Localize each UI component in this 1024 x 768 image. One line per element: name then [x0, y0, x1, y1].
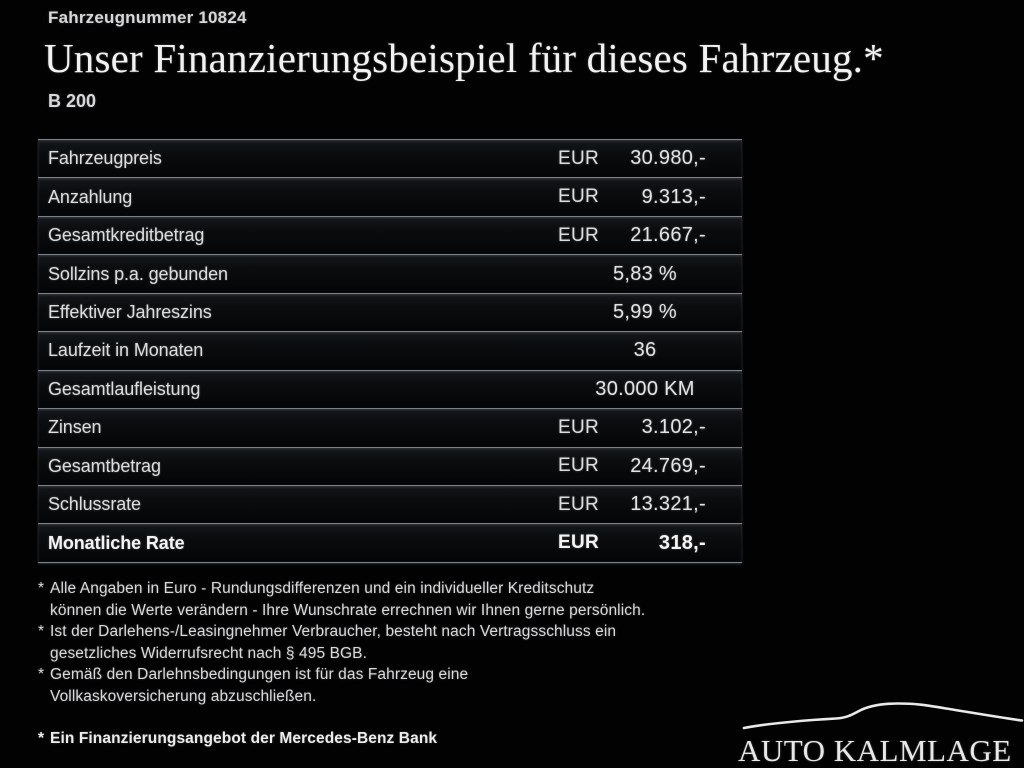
row-value: 30.000 KM — [595, 377, 695, 400]
row-value-area: EUR 13.321,- — [558, 493, 742, 516]
row-value-area: 5,99 % — [558, 301, 742, 324]
row-value-area: EUR 3.102,- — [558, 416, 742, 439]
page-title: Unser Finanzierungsbeispiel für dieses F… — [44, 35, 884, 81]
offer-note-text: Ein Finanzierungsangebot der Mercedes-Be… — [50, 730, 438, 747]
row-value: 21.667,- — [630, 224, 706, 247]
row-label: Anzahlung — [48, 186, 133, 207]
footnote-item: * Alle Angaben in Euro - Rundungsdiffere… — [38, 578, 762, 621]
row-value-area: EUR 21.667,- — [558, 224, 742, 247]
table-row-sollzins: Sollzins p.a. gebunden 5,83 % — [38, 254, 742, 293]
currency-label: EUR — [558, 147, 600, 169]
car-silhouette-icon — [742, 702, 1024, 730]
row-value-area: EUR 318,- — [558, 532, 742, 555]
row-value: 13.321,- — [630, 493, 706, 516]
row-label: Gesamtlaufleistung — [48, 378, 201, 399]
financing-offer-note: * Ein Finanzierungsangebot der Mercedes-… — [38, 728, 658, 750]
table-row-monatliche-rate: Monatliche Rate EUR 318,- — [38, 523, 742, 562]
row-label: Effektiver Jahreszins — [48, 301, 212, 322]
footnote-marker: * — [38, 580, 45, 597]
dealer-name: AUTO KALMLAGE — [738, 733, 1012, 768]
currency-label: EUR — [558, 224, 600, 246]
row-value: 5,83 % — [612, 262, 678, 285]
row-value-area: 36 — [558, 339, 742, 362]
footnote-item: * Gemäß den Darlehnsbedingungen ist für … — [38, 664, 762, 707]
row-label: Zinsen — [48, 417, 102, 438]
row-label: Schlussrate — [48, 494, 141, 515]
table-row-gesamtbetrag: Gesamtbetrag EUR 24.769,- — [38, 446, 742, 485]
row-label: Monatliche Rate — [48, 532, 185, 553]
footnote-item: * Ist der Darlehens-/Leasingnehmer Verbr… — [38, 621, 762, 664]
row-value-area: EUR 24.769,- — [558, 455, 742, 478]
table-row-zinsen: Zinsen EUR 3.102,- — [38, 408, 742, 447]
header: Fahrzeugnummer 10824 Unser Finanzierungs… — [44, 8, 1004, 112]
table-row-gesamtlaufleistung: Gesamtlaufleistung 30.000 KM — [38, 369, 742, 409]
table-row-effektiver-jahreszins: Effektiver Jahreszins 5,99 % — [38, 292, 742, 332]
footnote-marker: * — [38, 730, 45, 747]
currency-label: EUR — [558, 532, 600, 554]
footnote-text: Alle Angaben in Euro - Rundungsdifferenz… — [50, 580, 646, 619]
row-value-area: EUR 9.313,- — [558, 186, 742, 209]
currency-label: EUR — [558, 186, 600, 208]
currency-label: EUR — [558, 493, 600, 515]
row-value-area: 5,83 % — [558, 263, 742, 286]
row-label: Fahrzeugpreis — [48, 148, 162, 169]
vehicle-model: B 200 — [48, 91, 97, 111]
row-value: 318,- — [658, 531, 706, 554]
table-row-laufzeit: Laufzeit in Monaten 36 — [38, 331, 742, 370]
row-value: 5,99 % — [612, 300, 678, 323]
row-label: Sollzins p.a. gebunden — [48, 263, 228, 284]
currency-label: EUR — [558, 455, 600, 477]
footnotes: * Alle Angaben in Euro - Rundungsdiffere… — [38, 578, 762, 707]
footnote-text: Gemäß den Darlehnsbedingungen ist für da… — [50, 666, 469, 705]
row-label: Gesamtbetrag — [48, 455, 161, 476]
row-value: 24.769,- — [630, 454, 706, 477]
table-row-anzahlung: Anzahlung EUR 9.313,- — [38, 177, 742, 216]
table-row-gesamtkreditbetrag: Gesamtkreditbetrag EUR 21.667,- — [38, 215, 742, 255]
footnote-text: Ist der Darlehens-/Leasingnehmer Verbrau… — [50, 623, 617, 662]
table-row-fahrzeugpreis: Fahrzeugpreis EUR 30.980,- — [38, 139, 742, 178]
row-label: Gesamtkreditbetrag — [48, 225, 205, 246]
vehicle-number: Fahrzeugnummer 10824 — [48, 8, 247, 27]
row-value: 3.102,- — [641, 416, 706, 439]
row-label: Laufzeit in Monaten — [48, 340, 204, 361]
row-value-area: EUR 30.980,- — [558, 147, 742, 170]
footnote-marker: * — [38, 623, 45, 640]
table-row-schlussrate: Schlussrate EUR 13.321,- — [38, 484, 742, 524]
currency-label: EUR — [558, 416, 600, 438]
dealer-logo: AUTO KALMLAGE — [738, 694, 1024, 767]
row-value: 36 — [633, 339, 657, 362]
row-value-area: 30.000 KM — [558, 378, 742, 401]
financing-table: Fahrzeugpreis EUR 30.980,- Anzahlung EUR 9… — [38, 139, 742, 563]
footnote-marker: * — [38, 666, 45, 683]
row-value: 30.980,- — [630, 147, 706, 170]
row-value: 9.313,- — [641, 185, 706, 208]
